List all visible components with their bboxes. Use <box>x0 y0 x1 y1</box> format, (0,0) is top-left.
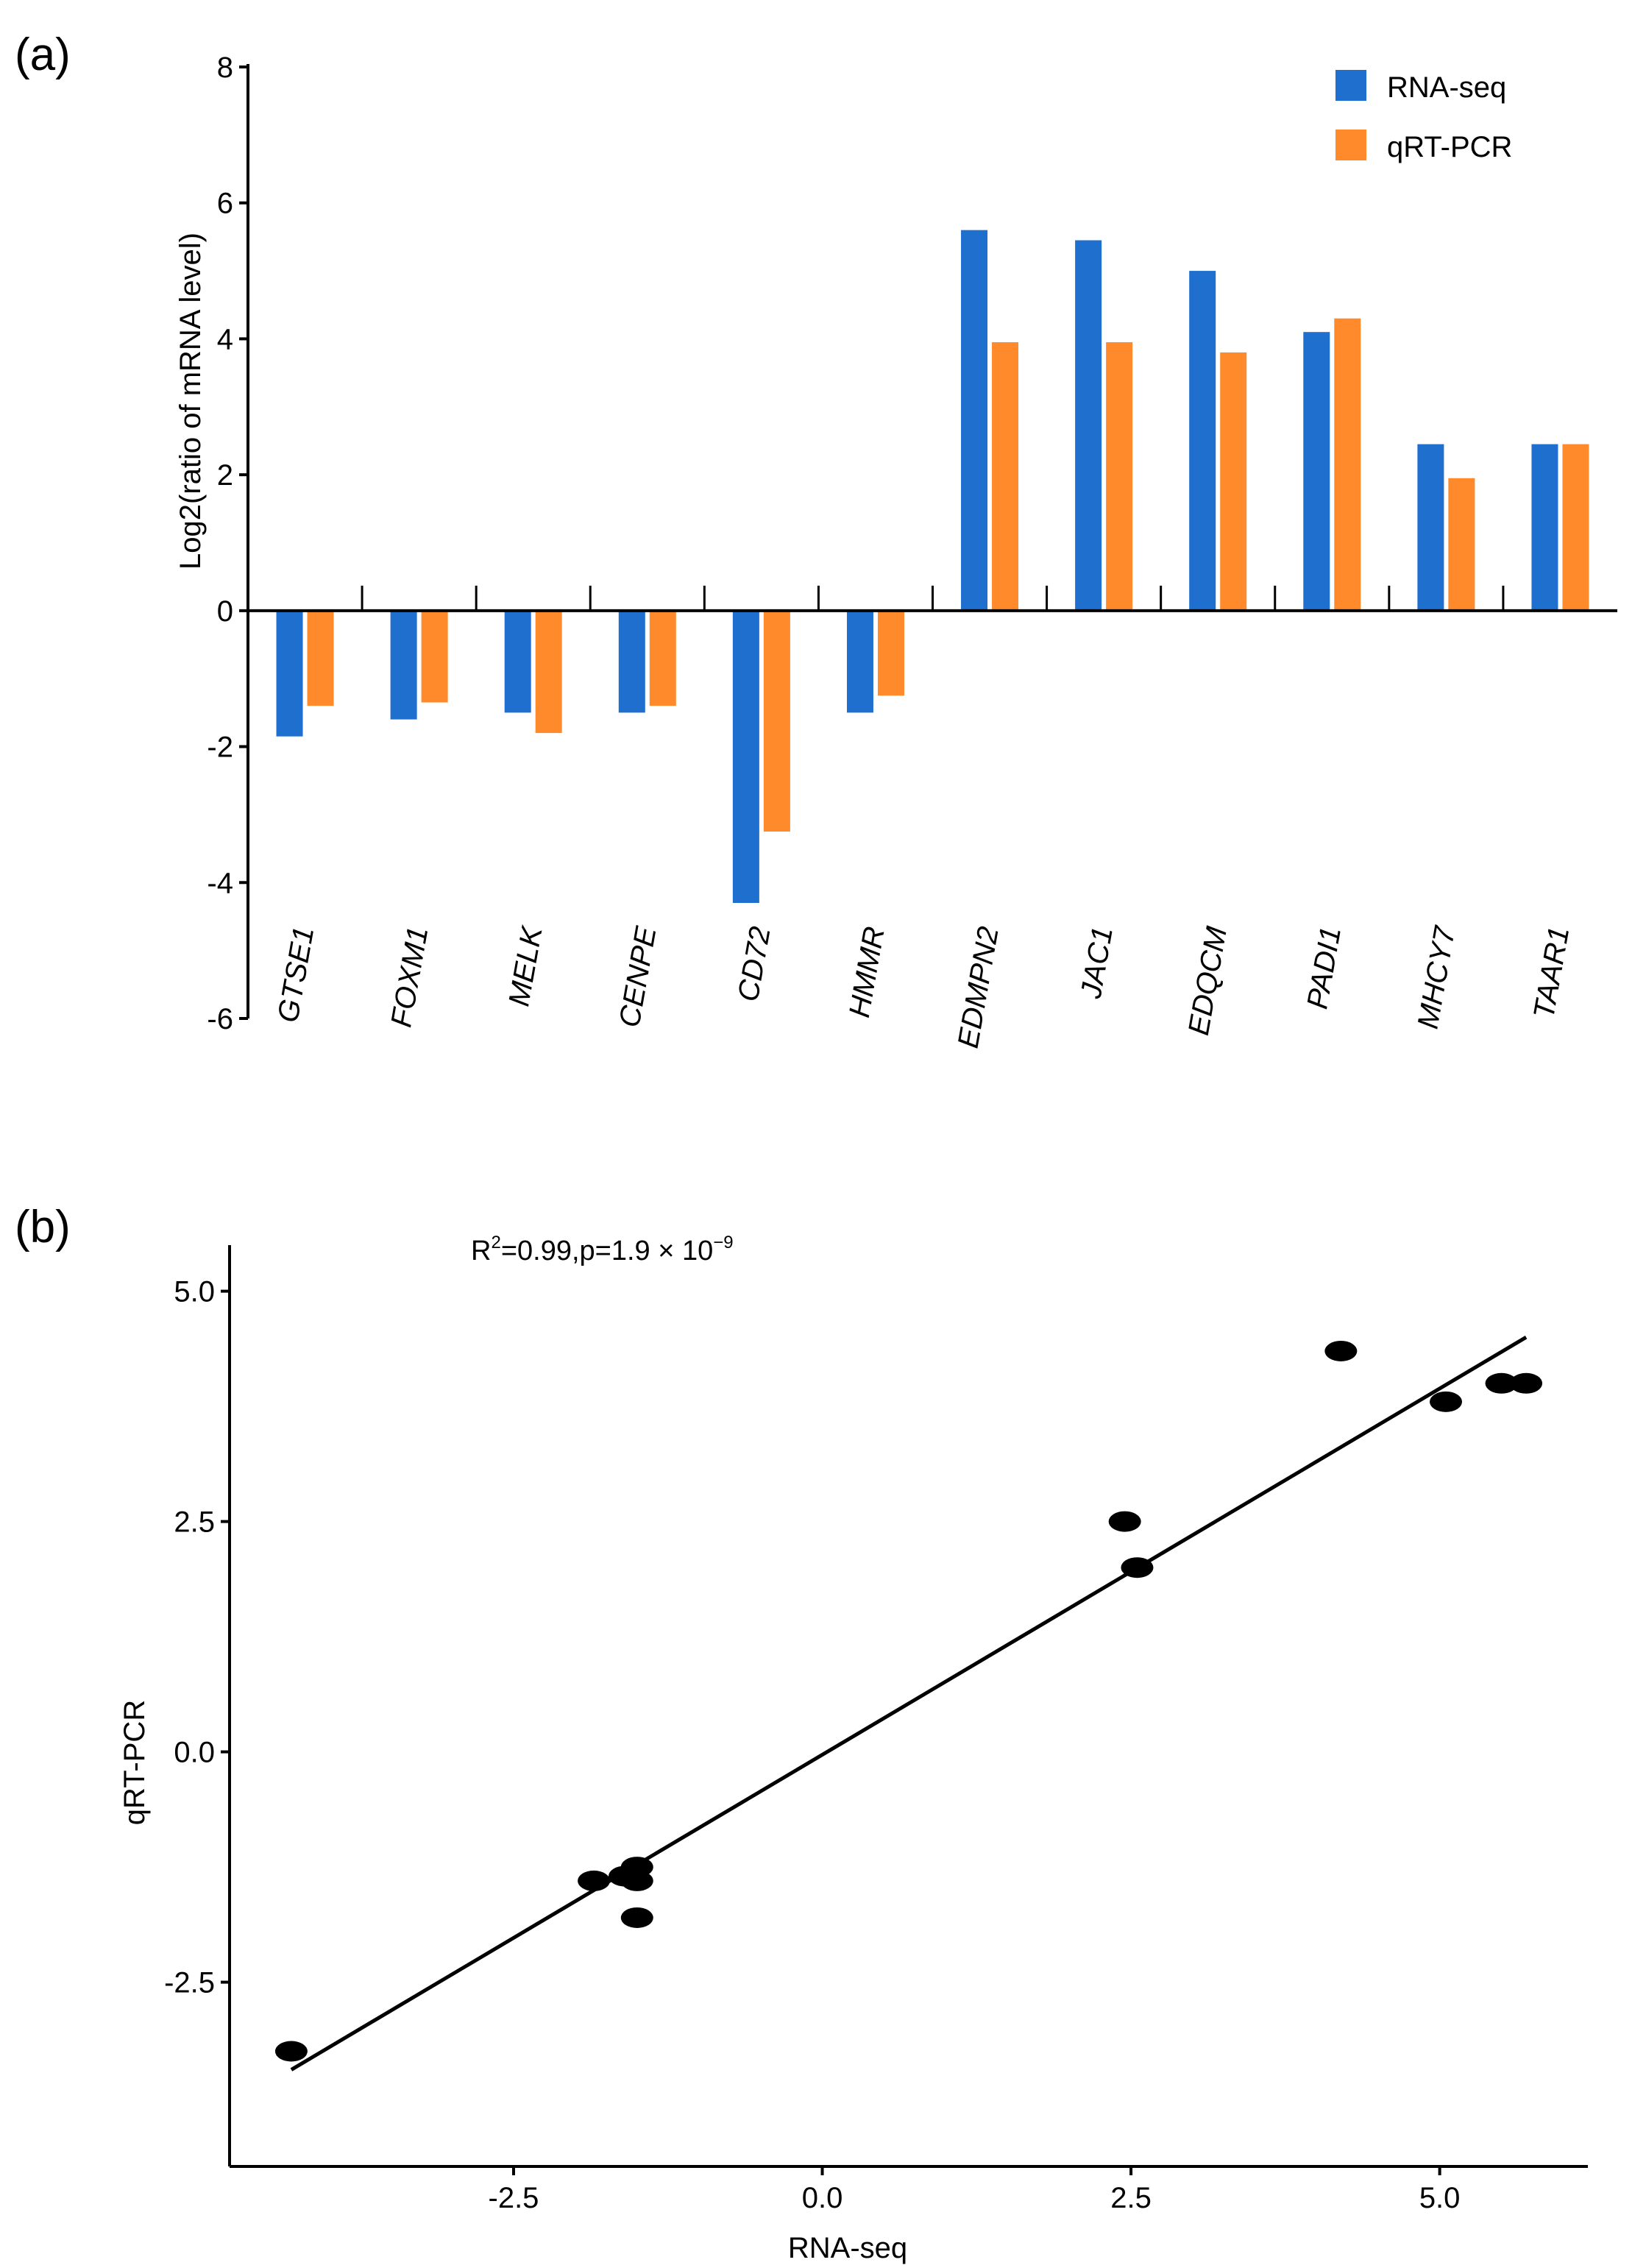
bar-rna-seq-edqcm <box>1189 271 1216 611</box>
panel-b-label: (b) <box>15 1202 71 1252</box>
regression-fit-line <box>290 1336 1528 2072</box>
panel-a-y-tick-label: -2 <box>207 731 233 764</box>
scatter-point <box>578 1870 611 1891</box>
panel-b-y-axis-title: qRT-PCR <box>118 1700 151 1825</box>
scatter-point <box>1430 1391 1463 1412</box>
scatter-point <box>1108 1511 1141 1532</box>
scatter-point <box>1121 1557 1154 1578</box>
scatter-point <box>1324 1340 1358 1361</box>
scatter-point <box>620 1907 653 1928</box>
bar-qrt-pcr-cd72 <box>763 610 790 832</box>
panel-b-y-tick-label: 0.0 <box>174 1737 215 1769</box>
scatter-point <box>274 2041 308 2062</box>
regression-annotation: R2=0.99,p=1.9 × 10−9 <box>471 1233 734 1266</box>
panel-b-x-tick-label: -2.5 <box>489 2182 539 2214</box>
bar-rna-seq-gtse1 <box>276 610 303 737</box>
legend-swatch-qrt-pcr <box>1335 130 1366 160</box>
bar-qrt-pcr-mhcy7 <box>1448 478 1475 611</box>
panel-a-y-ticks: 8 6 4 2 0 -2 -4 -6 <box>207 52 248 1035</box>
panel-b-x-tick-label: 5.0 <box>1419 2182 1461 2214</box>
panel-a-bars <box>276 230 1589 903</box>
bar-qrt-pcr-jac1 <box>1106 342 1133 611</box>
panel-a-axes <box>246 64 1617 1018</box>
panel-b-y-tick-label: 5.0 <box>174 1276 215 1308</box>
scatter-point <box>1485 1372 1518 1394</box>
category-label-edqcm: EDQCM <box>1182 924 1233 1038</box>
bar-rna-seq-cd72 <box>732 610 759 903</box>
panel-a-y-tick-label: 4 <box>217 323 233 355</box>
bar-qrt-pcr-melk <box>535 610 562 734</box>
annotation-body: =0.99,p=1.9 × 10 <box>501 1236 713 1266</box>
bar-qrt-pcr-cenpe <box>649 610 676 706</box>
panel-a-legend: RNA-seq qRT-PCR <box>1335 70 1512 163</box>
legend-label-qrt-pcr: qRT-PCR <box>1387 131 1512 163</box>
bar-rna-seq-edmpn2 <box>961 230 988 611</box>
scatter-point <box>620 1857 653 1878</box>
bar-rna-seq-padi1 <box>1303 332 1330 611</box>
bar-qrt-pcr-edmpn2 <box>992 342 1019 611</box>
legend-label-rna-seq: RNA-seq <box>1387 71 1506 104</box>
panel-b-fit-line-group <box>290 1336 1528 2072</box>
bar-qrt-pcr-hmmr <box>877 610 904 696</box>
panel-b-x-tick-label: 0.0 <box>802 2182 843 2214</box>
bar-rna-seq-hmmr <box>846 610 873 713</box>
panel-b-axes <box>228 1245 1588 2168</box>
category-label-padi1: PADI1 <box>1301 924 1347 1012</box>
category-label-edmpn2: EDMPN2 <box>952 924 1005 1051</box>
panel-a-y-tick-label: 8 <box>217 52 233 84</box>
annotation-exponent: −9 <box>713 1233 733 1252</box>
panel-b-points <box>274 1340 1543 2062</box>
panel-b-y-ticks: 5.0 2.5 0.0 -2.5 <box>164 1276 230 1999</box>
panel-a-y-tick-label: 6 <box>217 188 233 220</box>
panel-b-scatter-plot: (b) R2=0.99,p=1.9 × 10−9 qRT-PCR RNA-seq… <box>15 1202 1588 2264</box>
panel-b-y-tick-label: 2.5 <box>174 1506 215 1539</box>
legend-swatch-rna-seq <box>1335 70 1366 101</box>
panel-b-y-tick-label: -2.5 <box>164 1967 215 1999</box>
bar-qrt-pcr-gtse1 <box>307 610 334 706</box>
category-label-melk: MELK <box>503 923 549 1009</box>
category-label-mhcy7: MHCY7 <box>1412 923 1462 1031</box>
category-label-foxm1: FOXM1 <box>385 924 434 1030</box>
panel-a-y-axis-title: Log2(ratio of mRNA level) <box>174 233 207 570</box>
bar-qrt-pcr-foxm1 <box>421 610 448 703</box>
category-label-taar1: TAAR1 <box>1528 924 1575 1021</box>
annotation-r: R <box>471 1236 491 1266</box>
category-label-hmmr: HMMR <box>843 924 891 1020</box>
bar-rna-seq-mhcy7 <box>1417 444 1444 611</box>
panel-a-y-tick-label: -6 <box>207 1003 233 1035</box>
bar-rna-seq-melk <box>504 610 531 713</box>
panel-a-y-tick-label: 0 <box>217 595 233 628</box>
category-label-gtse1: GTSE1 <box>272 924 320 1025</box>
panel-b-x-axis-title: RNA-seq <box>788 2232 907 2264</box>
panel-a-label: (a) <box>15 29 71 80</box>
panel-a-bar-chart: (a) Log2(ratio of mRNA level) 8 6 4 2 0 -2 -4 -… <box>15 29 1617 1051</box>
scatter-point <box>1510 1372 1543 1394</box>
bar-rna-seq-taar1 <box>1531 444 1558 611</box>
bar-qrt-pcr-taar1 <box>1562 444 1589 611</box>
panel-a-category-labels: GTSE1 FOXM1 MELK CENPE CD72 HMMR EDMPN2 JAC1 EDQ… <box>272 923 1575 1051</box>
panel-a-y-tick-label: 2 <box>217 459 233 492</box>
category-label-cenpe: CENPE <box>613 924 662 1030</box>
bar-qrt-pcr-padi1 <box>1334 318 1361 611</box>
bar-qrt-pcr-edqcm <box>1220 352 1247 611</box>
category-label-jac1: JAC1 <box>1074 924 1118 1002</box>
bar-rna-seq-foxm1 <box>390 610 417 720</box>
panel-b-x-tick-label: 2.5 <box>1110 2182 1152 2214</box>
bar-rna-seq-jac1 <box>1075 240 1102 611</box>
annotation-r-superscript: 2 <box>491 1233 500 1252</box>
panel-a-y-tick-label: -4 <box>207 867 233 899</box>
category-label-cd72: CD72 <box>732 924 777 1004</box>
panel-b-x-ticks: -2.5 0.0 2.5 5.0 <box>489 2166 1461 2214</box>
bar-rna-seq-cenpe <box>618 610 645 713</box>
